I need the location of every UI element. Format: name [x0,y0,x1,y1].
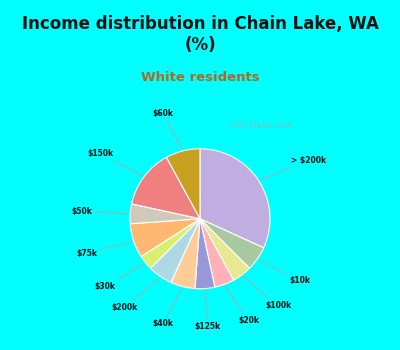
Text: $20k: $20k [225,286,259,325]
Wedge shape [166,149,200,219]
Wedge shape [130,204,200,224]
Text: $60k: $60k [152,109,182,149]
Wedge shape [130,219,200,257]
Wedge shape [171,219,200,288]
Text: $10k: $10k [259,260,310,285]
Text: $75k: $75k [76,241,132,258]
Text: $100k: $100k [243,276,291,310]
Wedge shape [195,219,215,289]
Text: White residents: White residents [141,71,259,84]
Text: $30k: $30k [94,264,144,291]
Text: $40k: $40k [152,289,182,328]
Wedge shape [200,219,264,268]
Wedge shape [200,219,250,280]
Wedge shape [141,219,200,268]
Text: $125k: $125k [195,290,221,331]
Wedge shape [200,219,234,287]
Text: $150k: $150k [87,149,142,176]
Text: $50k: $50k [71,206,128,216]
Wedge shape [200,149,270,248]
Text: > $200k: > $200k [261,156,326,180]
Text: Income distribution in Chain Lake, WA
(%): Income distribution in Chain Lake, WA (%… [22,15,378,54]
Wedge shape [150,219,200,282]
Wedge shape [132,157,200,219]
Text: $200k: $200k [112,278,159,312]
Text: City-Data.com: City-Data.com [229,121,293,130]
